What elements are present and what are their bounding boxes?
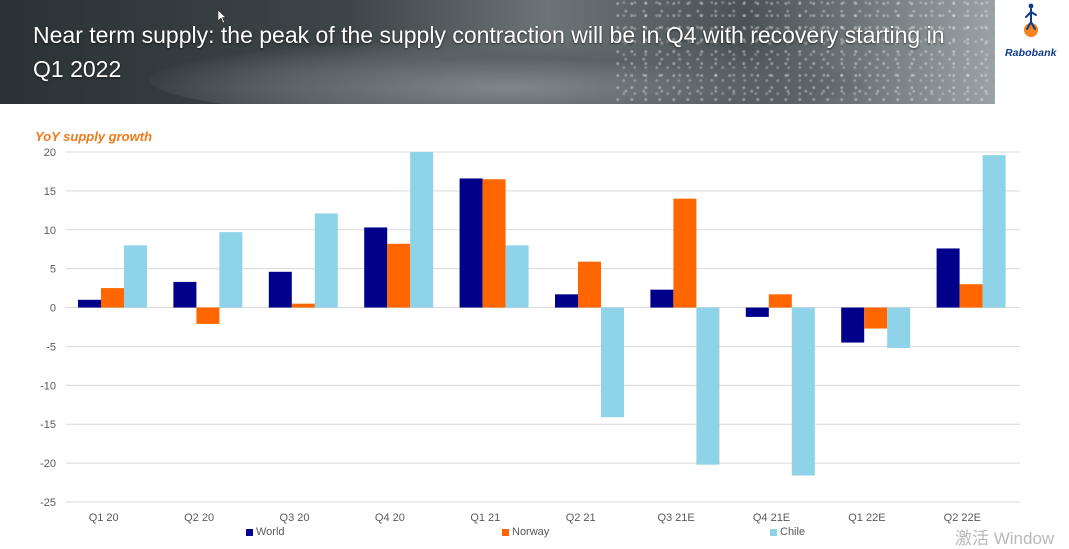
bar-world	[268, 271, 292, 308]
bar-world	[650, 289, 674, 308]
legend-swatch-chile	[770, 528, 777, 536]
bar-norway	[864, 307, 888, 329]
bar-chile	[696, 307, 720, 465]
bar-chile	[219, 232, 243, 308]
chart-area: YoY supply growth 20 15 10 5 0 -5 -10 -15 -20 -25…	[0, 104, 1069, 548]
bar-norway	[959, 284, 983, 308]
x-tick-label: Q2 20	[184, 512, 214, 524]
x-tick-label: Q4 21E	[753, 512, 790, 524]
y-tick-label: -25	[40, 497, 56, 509]
bar-norway	[291, 303, 315, 308]
y-tick-label: -10	[40, 380, 56, 392]
activation-watermark: 激活 Window	[955, 529, 1055, 548]
bar-norway	[578, 261, 601, 308]
y-tick-label: 5	[50, 264, 56, 276]
bar-norway	[196, 307, 220, 324]
legend-swatch-world	[246, 528, 253, 536]
bar-chile	[124, 245, 147, 308]
logo-area: Rabobank	[995, 0, 1069, 104]
bar-norway	[101, 288, 124, 308]
bar-world	[78, 299, 101, 308]
y-tick-label: 15	[44, 186, 56, 198]
x-tick-label: Q1 22E	[848, 512, 885, 524]
chart-title: YoY supply growth	[35, 129, 153, 144]
logo-text: Rabobank	[1005, 47, 1057, 59]
banner-texture	[615, 0, 995, 104]
bar-chile	[314, 213, 338, 308]
y-tick-label: -15	[40, 419, 56, 431]
y-tick-label: 0	[50, 303, 56, 315]
y-tick-label: 20	[44, 147, 56, 159]
x-tick-label: Q3 20	[280, 512, 310, 524]
x-tick-label: Q1 20	[89, 512, 119, 524]
bar-chile	[505, 245, 529, 308]
bar-norway	[482, 179, 506, 308]
bar-world	[459, 178, 483, 308]
bar-world	[936, 248, 960, 308]
bar-chile	[601, 307, 624, 418]
legend-item-chile: Chile	[770, 526, 805, 538]
bar-norway	[673, 198, 697, 308]
bar-chile	[791, 307, 815, 476]
header-banner: Near term supply: the peak of the supply…	[0, 0, 995, 104]
y-tick-label: -20	[40, 458, 56, 470]
legend-label-world: World	[256, 526, 285, 538]
legend-label-chile: Chile	[780, 526, 806, 538]
bar-world	[745, 307, 769, 317]
x-tick-label: Q1 21	[470, 512, 500, 524]
mouse-cursor-icon	[218, 10, 226, 24]
rabobank-logo-icon	[1024, 3, 1038, 37]
bar-chile	[982, 155, 1006, 308]
bar-chart: 20 15 10 5 0 -5 -10 -15 -20 -25 Q1 20 Q2 20 Q3 20 Q4 …	[40, 147, 1020, 524]
x-tick-label: Q2 22E	[944, 512, 981, 524]
x-tick-label: Q3 21E	[657, 512, 694, 524]
legend-label-norway: Norway	[512, 526, 550, 538]
legend-item-world: World	[246, 526, 285, 538]
bar-world	[841, 307, 865, 343]
bar-world	[364, 227, 388, 308]
legend-swatch-norway	[502, 528, 509, 536]
bar-chile	[887, 307, 911, 348]
bar-world	[555, 294, 578, 308]
y-tick-label: 10	[44, 225, 56, 237]
y-tick-label: -5	[46, 341, 56, 353]
bar-chile	[410, 152, 434, 308]
banner-fish-image	[150, 40, 870, 104]
x-tick-label: Q4 20	[375, 512, 405, 524]
bar-world	[173, 281, 197, 308]
slide-title: Near term supply: the peak of the supply…	[33, 22, 945, 82]
legend-item-norway: Norway	[502, 526, 549, 538]
x-tick-label: Q2 21	[566, 512, 596, 524]
bar-norway	[768, 294, 792, 308]
bar-norway	[387, 243, 411, 308]
